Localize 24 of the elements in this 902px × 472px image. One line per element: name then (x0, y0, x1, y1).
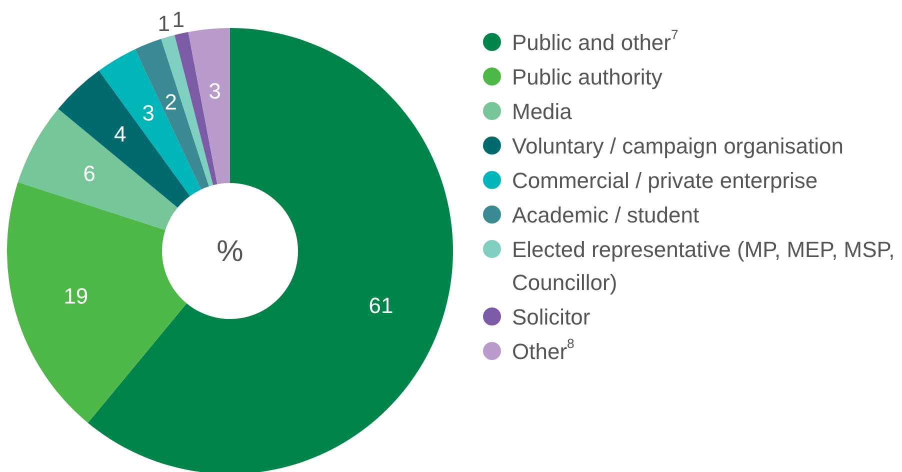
legend-label: Commercial / private enterprise (512, 168, 818, 192)
donut-slice (7, 182, 187, 423)
legend-label: Public and other$^{7}$ (512, 27, 678, 54)
legend-label: Other$^{8}$ (512, 336, 574, 364)
text: % (216, 234, 244, 268)
data-label: 19 (64, 283, 88, 308)
legend-label: Solicitor (512, 304, 590, 329)
data-label: 2 (164, 89, 178, 114)
legend-label: Academic / student (512, 202, 700, 227)
legend-label: Elected representative (MP, MEP, MSP, Councillor) (512, 236, 895, 294)
data-label: 1 (172, 7, 184, 32)
data-label: 61 (368, 292, 394, 318)
data-label: 3 (208, 78, 222, 104)
donut-slice (135, 38, 209, 190)
legend-label: Public authority (512, 64, 662, 89)
data-label: 1 (158, 10, 170, 36)
legend-label: Voluntary / campaign organisation (512, 133, 844, 158)
data-label: 3 (142, 100, 154, 126)
data-label: 6 (83, 161, 96, 186)
donut-slice (98, 49, 202, 196)
legend-label: Media (512, 98, 573, 124)
donut-slice (188, 28, 230, 184)
data-label: 4 (114, 122, 126, 146)
donut-slice (58, 70, 190, 208)
